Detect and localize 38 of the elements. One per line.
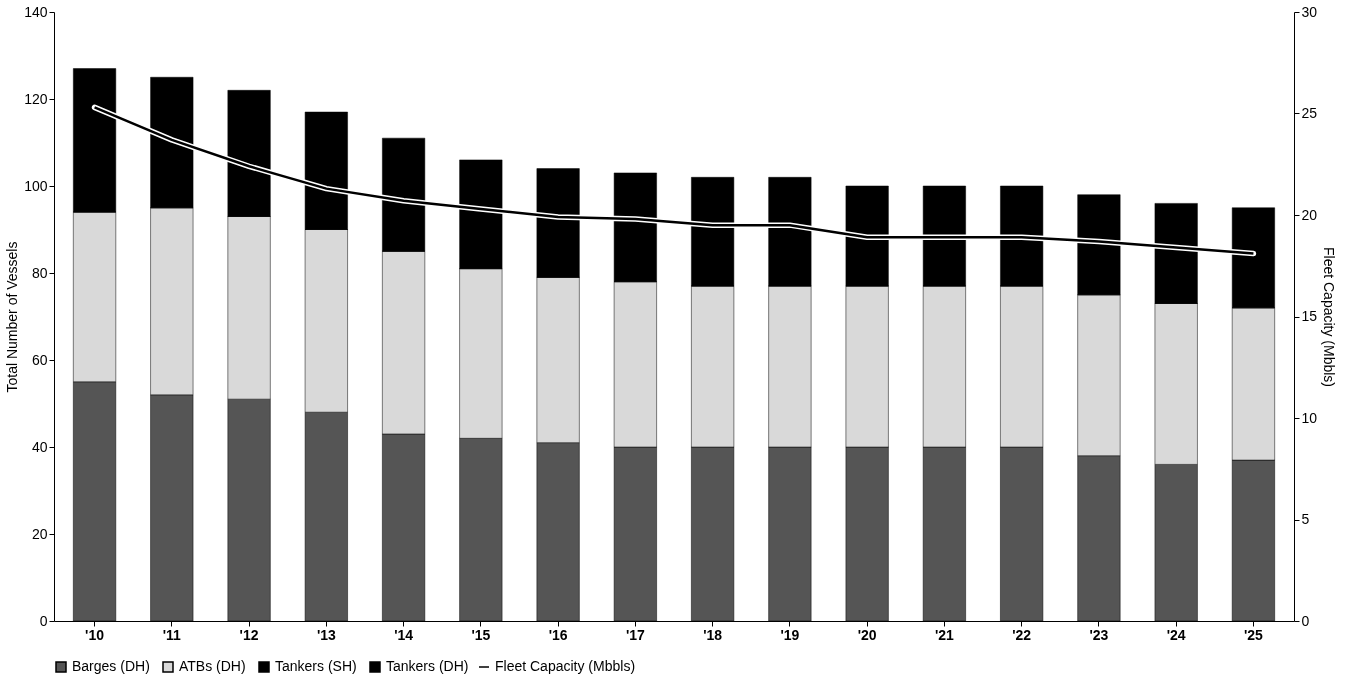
y-tick-label: 40 xyxy=(31,438,48,455)
x-tick-label: '25 xyxy=(1243,626,1264,643)
legend-label: Fleet Capacity (Mbbls) xyxy=(495,658,636,674)
x-tick-label: '19 xyxy=(780,626,800,643)
y2-tick-label: 20 xyxy=(1301,206,1318,223)
y2-tick-label: 10 xyxy=(1301,409,1318,426)
y2-axis-title: Fleet Capacity (Mbbls) xyxy=(1321,246,1338,388)
y2-tick-label: 15 xyxy=(1301,308,1318,324)
y-tick-label: 80 xyxy=(31,264,48,281)
x-tick-label: '22 xyxy=(1012,626,1032,643)
y-tick-label: 120 xyxy=(24,90,48,107)
x-tick-label: '14 xyxy=(394,626,414,643)
x-tick-label: '24 xyxy=(1166,626,1186,643)
x-tick-label: '23 xyxy=(1089,626,1109,643)
x-tick-label: '12 xyxy=(239,626,259,643)
x-tick-label: '17 xyxy=(625,626,646,643)
legend-label: Barges (DH) xyxy=(72,658,150,674)
y-tick-label: 0 xyxy=(39,612,48,629)
x-tick-label: '21 xyxy=(934,626,955,643)
x-tick-label: '16 xyxy=(548,626,568,643)
y2-tick-label: 0 xyxy=(1301,612,1310,629)
y-tick-label: 60 xyxy=(31,351,48,368)
x-tick-label: '20 xyxy=(857,626,877,643)
x-tick-label: '10 xyxy=(85,626,105,643)
y-tick-label: 140 xyxy=(24,3,48,20)
x-tick-label: '15 xyxy=(471,626,491,643)
legend-label: Tankers (DH) xyxy=(386,658,469,674)
legend-label: Tankers (SH) xyxy=(275,658,357,674)
y2-tick-label: 25 xyxy=(1301,105,1318,121)
x-tick-label: '11 xyxy=(162,626,182,643)
x-tick-label: '13 xyxy=(316,626,336,643)
y-tick-label: 100 xyxy=(24,177,48,194)
y2-tick-label: 5 xyxy=(1301,511,1310,527)
x-tick-label: '18 xyxy=(703,626,723,643)
legend-label: ATBs (DH) xyxy=(179,658,246,674)
y2-tick-label: 30 xyxy=(1301,3,1318,20)
y-axis-title: Total Number of Vessels xyxy=(4,241,21,393)
y-tick-label: 20 xyxy=(31,525,48,542)
